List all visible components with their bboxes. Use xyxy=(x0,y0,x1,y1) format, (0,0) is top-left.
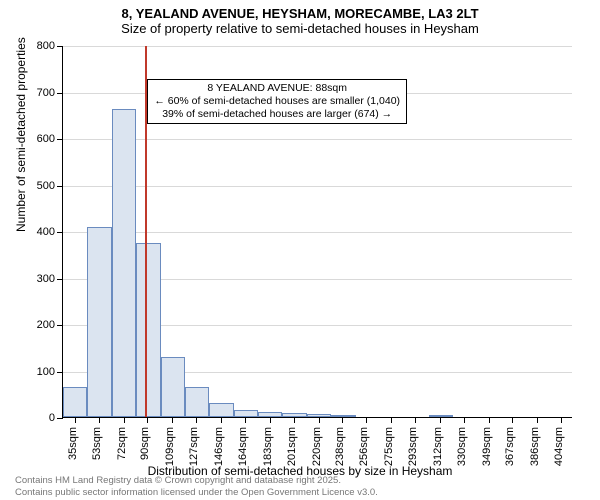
x-tick xyxy=(294,417,295,423)
x-tick-label: 220sqm xyxy=(311,427,323,466)
histogram-bar xyxy=(282,413,306,417)
x-tick-label: 127sqm xyxy=(188,427,200,466)
x-tick xyxy=(391,417,392,423)
histogram-bar xyxy=(307,414,331,417)
x-tick xyxy=(440,417,441,423)
footer-line: Contains HM Land Registry data © Crown c… xyxy=(15,475,378,486)
x-tick-label: 238sqm xyxy=(334,427,346,466)
x-tick-label: 183sqm xyxy=(262,427,274,466)
y-tick-label: 400 xyxy=(37,226,55,238)
y-tick xyxy=(57,418,63,419)
y-tick xyxy=(57,46,63,47)
x-tick-label: 164sqm xyxy=(237,427,249,466)
gridline xyxy=(63,186,572,187)
gridline xyxy=(63,232,572,233)
plot-area: 010020030040050060070080035sqm53sqm72sqm… xyxy=(62,46,572,418)
x-tick xyxy=(342,417,343,423)
histogram-bar xyxy=(234,410,258,417)
annotation-line: 8 YEALAND AVENUE: 88sqm xyxy=(154,82,400,95)
x-tick xyxy=(537,417,538,423)
x-tick xyxy=(124,417,125,423)
histogram-bar xyxy=(331,415,355,417)
histogram-bar xyxy=(87,227,111,417)
gridline xyxy=(63,46,572,47)
x-tick-label: 90sqm xyxy=(139,427,151,460)
histogram-bar xyxy=(112,109,136,417)
x-tick xyxy=(172,417,173,423)
y-tick xyxy=(57,325,63,326)
y-tick-label: 200 xyxy=(37,319,55,331)
x-tick xyxy=(464,417,465,423)
y-tick-label: 800 xyxy=(37,40,55,52)
x-tick xyxy=(415,417,416,423)
y-tick-label: 700 xyxy=(37,87,55,99)
x-tick xyxy=(319,417,320,423)
y-axis-label: Number of semi-detached properties xyxy=(14,37,28,232)
page-title: 8, YEALAND AVENUE, HEYSHAM, MORECAMBE, L… xyxy=(0,6,600,21)
y-tick xyxy=(57,93,63,94)
y-tick xyxy=(57,279,63,280)
annotation-line: ← 60% of semi-detached houses are smalle… xyxy=(154,95,400,108)
x-tick xyxy=(245,417,246,423)
y-tick-label: 600 xyxy=(37,133,55,145)
histogram-bar xyxy=(185,387,209,417)
x-tick-label: 35sqm xyxy=(67,427,79,460)
x-tick xyxy=(561,417,562,423)
x-tick xyxy=(221,417,222,423)
y-tick-label: 500 xyxy=(37,180,55,192)
annotation-line: 39% of semi-detached houses are larger (… xyxy=(154,108,400,121)
x-tick-label: 386sqm xyxy=(529,427,541,466)
y-tick xyxy=(57,186,63,187)
x-tick xyxy=(196,417,197,423)
x-tick xyxy=(366,417,367,423)
x-tick xyxy=(270,417,271,423)
histogram-bar xyxy=(63,387,87,417)
histogram-bar xyxy=(161,357,185,417)
x-tick-label: 349sqm xyxy=(481,427,493,466)
x-tick-label: 256sqm xyxy=(358,427,370,466)
x-tick xyxy=(489,417,490,423)
attribution-footer: Contains HM Land Registry data © Crown c… xyxy=(15,475,378,498)
y-tick-label: 100 xyxy=(37,366,55,378)
x-tick-label: 201sqm xyxy=(286,427,298,466)
x-tick-label: 53sqm xyxy=(91,427,103,460)
histogram-bar xyxy=(136,243,160,417)
y-tick-label: 0 xyxy=(49,412,55,424)
histogram-bar xyxy=(429,415,453,417)
x-tick-label: 312sqm xyxy=(432,427,444,466)
histogram-bar xyxy=(209,403,233,417)
x-tick-label: 146sqm xyxy=(213,427,225,466)
y-tick xyxy=(57,139,63,140)
gridline xyxy=(63,139,572,140)
y-tick-label: 300 xyxy=(37,273,55,285)
x-tick-label: 72sqm xyxy=(116,427,128,460)
chart-histogram: 010020030040050060070080035sqm53sqm72sqm… xyxy=(62,46,572,418)
x-tick xyxy=(512,417,513,423)
y-tick xyxy=(57,232,63,233)
x-tick xyxy=(147,417,148,423)
page-subtitle: Size of property relative to semi-detach… xyxy=(0,21,600,36)
x-tick-label: 275sqm xyxy=(383,427,395,466)
x-tick-label: 404sqm xyxy=(553,427,565,466)
x-tick-label: 293sqm xyxy=(407,427,419,466)
histogram-bar xyxy=(258,412,282,417)
x-tick-label: 109sqm xyxy=(164,427,176,466)
x-tick-label: 367sqm xyxy=(504,427,516,466)
x-tick-label: 330sqm xyxy=(456,427,468,466)
y-tick xyxy=(57,372,63,373)
x-tick xyxy=(99,417,100,423)
x-tick xyxy=(75,417,76,423)
footer-line: Contains public sector information licen… xyxy=(15,487,378,498)
annotation-box: 8 YEALAND AVENUE: 88sqm← 60% of semi-det… xyxy=(147,79,407,124)
